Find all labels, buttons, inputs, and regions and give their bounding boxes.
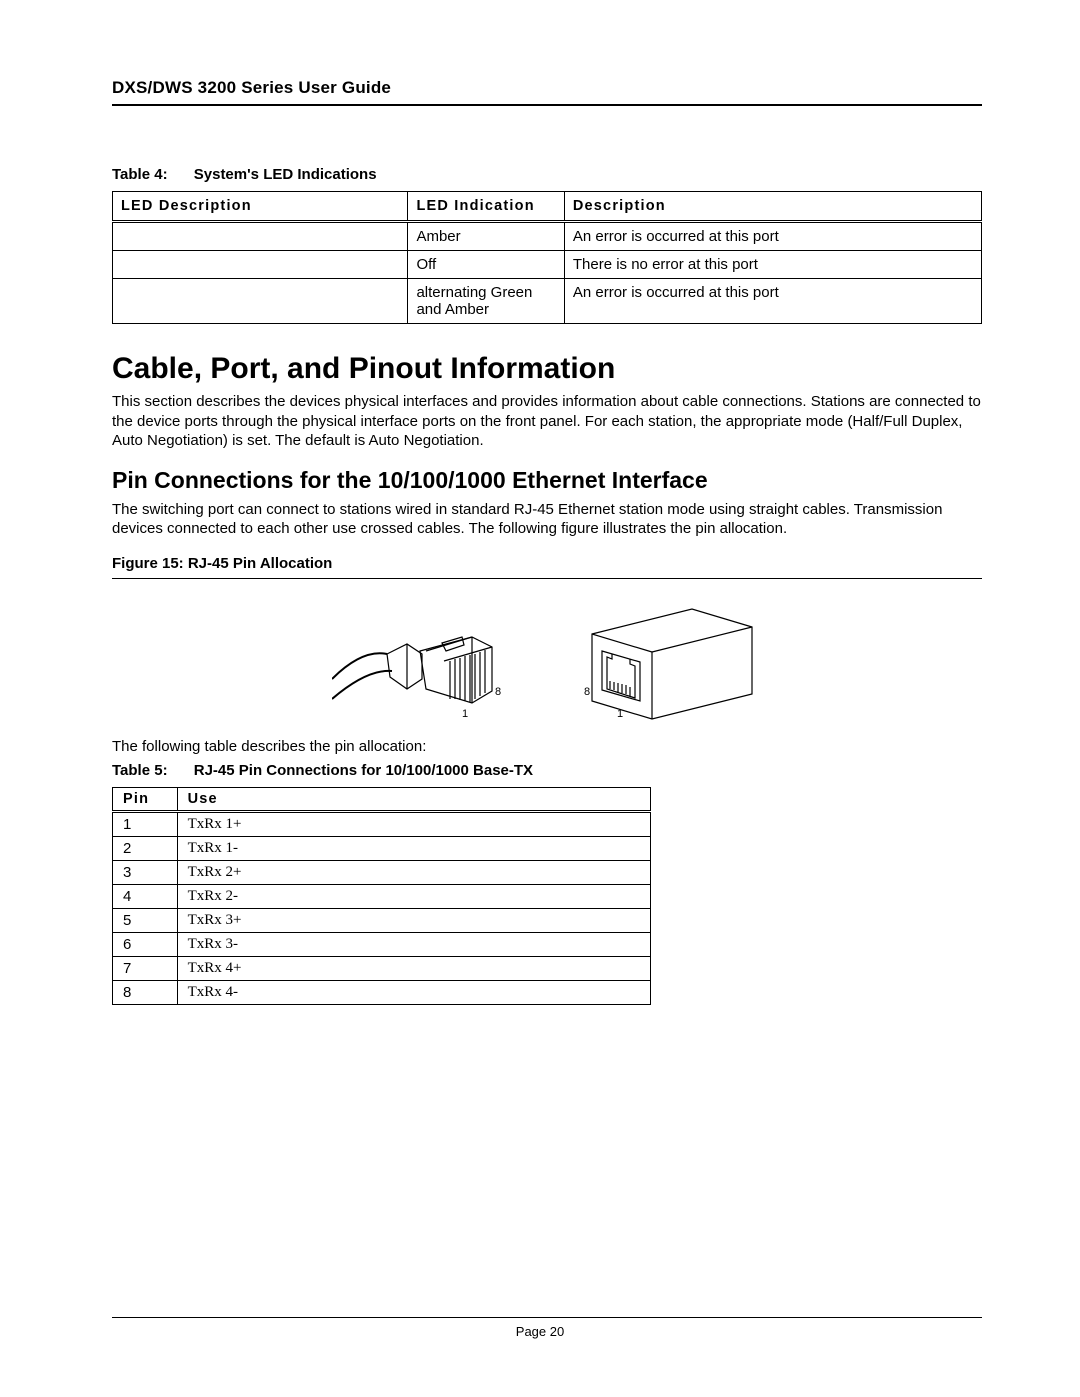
- table-row: 4 TxRx 2-: [113, 885, 651, 909]
- cell: TxRx 1+: [177, 812, 651, 837]
- figure15-area: 8 1 8 1: [112, 599, 982, 729]
- table-row: 6 TxRx 3-: [113, 933, 651, 957]
- cell: TxRx 4-: [177, 981, 651, 1005]
- cell: TxRx 2-: [177, 885, 651, 909]
- section-body: This section describes the devices physi…: [112, 392, 982, 451]
- table5-label: Table 5:: [112, 762, 168, 779]
- table-row: alternating Green and Amber An error is …: [113, 279, 982, 324]
- table4-caption: Table 4: System's LED Indications: [112, 166, 982, 183]
- table-row: 1 TxRx 1+: [113, 812, 651, 837]
- cell: [113, 251, 408, 279]
- cell: 7: [113, 957, 178, 981]
- table-row: Off There is no error at this port: [113, 251, 982, 279]
- table-header-row: LED Description LED Indication Descripti…: [113, 192, 982, 222]
- figure15-caption: Figure 15: RJ-45 Pin Allocation: [112, 555, 982, 572]
- table4-label: Table 4:: [112, 166, 168, 183]
- table-row: Amber An error is occurred at this port: [113, 222, 982, 251]
- page-footer: Page 20: [0, 1317, 1080, 1339]
- cell: TxRx 2+: [177, 861, 651, 885]
- table4-title: System's LED Indications: [194, 166, 377, 183]
- table4-h2: Description: [564, 192, 981, 222]
- rj45-jack-icon: 8 1: [572, 599, 762, 729]
- table4-h0: LED Description: [113, 192, 408, 222]
- pin-label-8: 8: [495, 686, 501, 698]
- cell: TxRx 3-: [177, 933, 651, 957]
- page: DXS/DWS 3200 Series User Guide Table 4: …: [0, 0, 1080, 1397]
- cell: 4: [113, 885, 178, 909]
- cell: An error is occurred at this port: [564, 222, 981, 251]
- table5-h0: Pin: [113, 788, 178, 812]
- table5-h1: Use: [177, 788, 651, 812]
- section-heading: Cable, Port, and Pinout Information: [112, 352, 982, 386]
- cell: [113, 279, 408, 324]
- cell: An error is occurred at this port: [564, 279, 981, 324]
- figure-rule: [112, 578, 982, 579]
- table-row: 3 TxRx 2+: [113, 861, 651, 885]
- table5: Pin Use 1 TxRx 1+ 2 TxRx 1- 3 TxRx 2+ 4 …: [112, 787, 651, 1005]
- table-header-row: Pin Use: [113, 788, 651, 812]
- cell: alternating Green and Amber: [408, 279, 564, 324]
- pin-label-1: 1: [462, 708, 468, 720]
- table-row: 8 TxRx 4-: [113, 981, 651, 1005]
- table4-h1: LED Indication: [408, 192, 564, 222]
- cell: 3: [113, 861, 178, 885]
- table5-caption: Table 5: RJ-45 Pin Connections for 10/10…: [112, 762, 982, 779]
- table-row: 5 TxRx 3+: [113, 909, 651, 933]
- cell: 5: [113, 909, 178, 933]
- cell: 6: [113, 933, 178, 957]
- cell: 1: [113, 812, 178, 837]
- cell: There is no error at this port: [564, 251, 981, 279]
- rj45-plug-icon: 8 1: [332, 599, 532, 729]
- header-rule: [112, 104, 982, 106]
- footer-rule: [112, 1317, 982, 1318]
- table-row: 2 TxRx 1-: [113, 837, 651, 861]
- page-number: Page 20: [516, 1324, 564, 1339]
- pin-description-text: The following table describes the pin al…: [112, 737, 982, 757]
- cell: Amber: [408, 222, 564, 251]
- cell: 8: [113, 981, 178, 1005]
- cell: TxRx 4+: [177, 957, 651, 981]
- pin-label-8b: 8: [584, 686, 590, 698]
- document-header: DXS/DWS 3200 Series User Guide: [112, 78, 982, 98]
- cell: TxRx 1-: [177, 837, 651, 861]
- cell: [113, 222, 408, 251]
- table5-title: RJ-45 Pin Connections for 10/100/1000 Ba…: [194, 762, 533, 779]
- cell: TxRx 3+: [177, 909, 651, 933]
- table4: LED Description LED Indication Descripti…: [112, 191, 982, 324]
- cell: 2: [113, 837, 178, 861]
- table-row: 7 TxRx 4+: [113, 957, 651, 981]
- subsection-body: The switching port can connect to statio…: [112, 500, 982, 539]
- subsection-heading: Pin Connections for the 10/100/1000 Ethe…: [112, 467, 982, 494]
- pin-label-1b: 1: [617, 708, 623, 720]
- cell: Off: [408, 251, 564, 279]
